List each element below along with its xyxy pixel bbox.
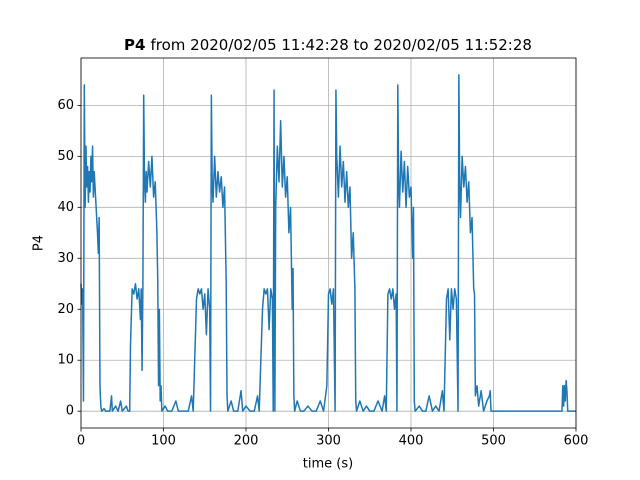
y-tick-label: 10 (57, 353, 74, 368)
x-tick-label: 400 (399, 434, 424, 449)
ticks: 0 100 200 300 400 500 600 0 10 20 30 40 50 60 (57, 98, 588, 449)
y-tick-label: 30 (57, 251, 74, 266)
y-tick-label: 20 (57, 302, 74, 317)
title-bold: P4 (124, 36, 145, 54)
x-tick-label: 0 (77, 434, 85, 449)
y-tick-label: 50 (57, 149, 74, 164)
x-tick-label: 500 (481, 434, 506, 449)
x-tick-label: 100 (151, 434, 176, 449)
x-tick-label: 300 (316, 434, 341, 449)
data-line (80, 74, 576, 412)
chart-title: P4 from 2020/02/05 11:42:28 to 2020/02/05… (124, 36, 532, 54)
x-tick-label: 200 (234, 434, 259, 449)
plot (80, 74, 576, 412)
x-tick-label: 600 (564, 434, 589, 449)
y-tick-label: 60 (57, 98, 74, 113)
x-axis-label: time (s) (303, 457, 353, 472)
y-tick-label: 0 (66, 404, 74, 419)
y-axis-label: P4 (32, 235, 47, 251)
grid (80, 58, 577, 428)
y-tick-label: 40 (57, 200, 74, 215)
title-rest: from 2020/02/05 11:42:28 to 2020/02/05 1… (150, 36, 531, 54)
